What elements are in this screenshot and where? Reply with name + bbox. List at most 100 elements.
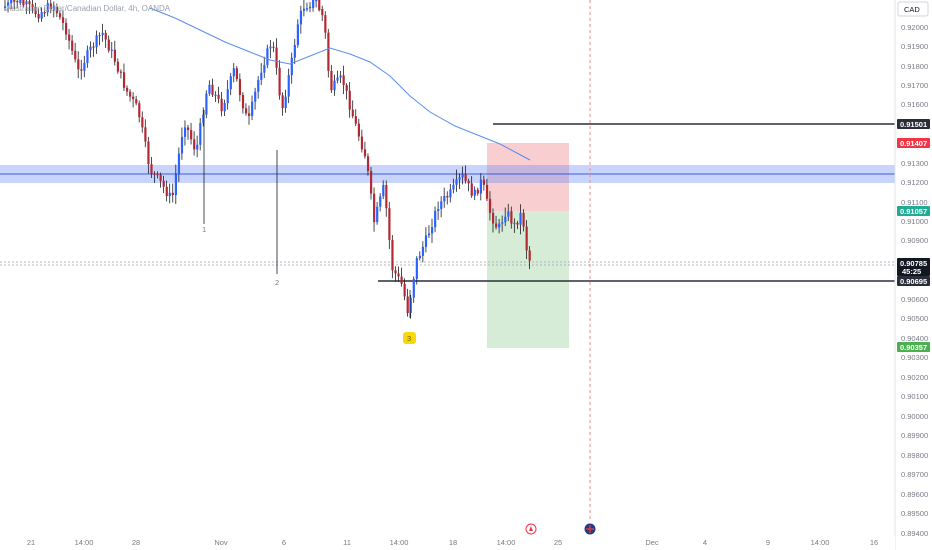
candle-body <box>495 223 498 228</box>
candle-body <box>165 186 168 197</box>
candle-body <box>260 72 263 80</box>
candle-body <box>434 210 437 228</box>
candle-body <box>205 93 208 115</box>
candle-body <box>272 46 275 48</box>
price-axis-label: 0.91900 <box>901 42 928 51</box>
candle-body <box>132 96 135 100</box>
candle-body <box>40 12 43 19</box>
candle-body <box>92 46 95 48</box>
candle-body <box>348 90 351 110</box>
candle-body <box>61 17 65 24</box>
reward-box[interactable] <box>487 211 569 348</box>
tag-resistance <box>897 119 930 129</box>
candle-body <box>251 101 254 116</box>
candle-body <box>37 13 40 19</box>
candle-body <box>415 258 418 279</box>
candle-body <box>226 89 229 104</box>
candle-body <box>52 6 55 10</box>
candle-body <box>138 103 141 118</box>
wave-label-2: 2 <box>275 278 279 287</box>
candle-body <box>129 91 132 97</box>
candle-body <box>315 0 318 2</box>
candle-body <box>248 113 251 116</box>
candle-body <box>476 189 479 194</box>
candle-body <box>193 139 196 150</box>
time-axis-label: 14:00 <box>390 538 409 547</box>
candle-body <box>482 179 486 185</box>
candle-body <box>55 6 59 14</box>
candle-body <box>144 127 147 142</box>
candle-body <box>25 1 28 5</box>
candle-body <box>357 123 360 137</box>
candle-body <box>141 117 144 128</box>
candle-body <box>452 184 455 190</box>
tag-support <box>897 276 930 286</box>
candle-body <box>379 196 382 207</box>
candles-group <box>4 0 531 319</box>
candle-body <box>333 80 336 91</box>
price-axis-label: 0.90400 <box>901 334 928 343</box>
candle-body <box>299 10 303 25</box>
time-axis[interactable] <box>0 536 895 550</box>
time-axis-label: 18 <box>449 538 457 547</box>
candle-body <box>43 12 46 14</box>
candle-body <box>150 164 153 174</box>
candle-body <box>116 61 120 72</box>
candle-body <box>119 71 123 73</box>
candle-body <box>199 123 202 145</box>
candle-body <box>162 180 165 187</box>
candle-body <box>284 96 287 109</box>
candle-body <box>318 0 321 11</box>
candle-body <box>16 1 19 3</box>
time-axis-ticks: 21 14:00 28 Nov 6 11 14:00 18 14:00 25 Dec 4 9 14:00 1… <box>27 538 878 547</box>
candle-body <box>107 39 110 51</box>
candle-body <box>437 208 440 211</box>
candle-body <box>394 270 397 274</box>
candle-body <box>208 84 211 94</box>
candle-body <box>528 250 531 261</box>
candle-body <box>122 72 126 88</box>
candle-body <box>95 35 98 48</box>
risk-box[interactable] <box>487 143 569 211</box>
time-axis-label: Dec <box>645 538 659 547</box>
wave-label-3-badge[interactable] <box>403 332 416 344</box>
candle-body <box>220 98 223 112</box>
candle-body <box>101 32 104 36</box>
currency-button[interactable] <box>897 1 929 17</box>
time-axis-label: Nov <box>214 538 228 547</box>
candle-body <box>388 208 391 240</box>
price-axis-label: 0.91000 <box>901 217 928 226</box>
candle-body <box>455 179 458 185</box>
candle-body <box>403 283 406 297</box>
candle-body <box>4 6 7 8</box>
tag-stop <box>897 138 930 148</box>
candle-body <box>83 62 86 71</box>
candle-body <box>257 79 260 92</box>
tag-target <box>897 342 930 352</box>
candle-body <box>305 8 309 10</box>
price-axis-label: 0.89700 <box>901 470 928 479</box>
candle-body <box>516 222 519 225</box>
candle-body <box>238 79 242 95</box>
price-axis-label: 0.89900 <box>901 431 928 440</box>
wave-label-1: 1 <box>202 225 206 234</box>
tag-countdown-text: 45:25 <box>902 267 921 276</box>
candle-body <box>168 192 171 197</box>
candle-body <box>427 233 431 236</box>
candle-body <box>266 48 269 66</box>
candle-body <box>373 193 376 223</box>
price-axis-label: 0.91300 <box>901 159 928 168</box>
candle-body <box>336 77 339 81</box>
time-axis-label: 4 <box>703 538 707 547</box>
candle-body <box>504 216 507 223</box>
candle-body <box>156 173 159 176</box>
candle-body <box>263 65 266 73</box>
candle-body <box>479 179 482 194</box>
price-axis-label: 0.90900 <box>901 236 928 245</box>
candle-body <box>385 185 388 209</box>
candle-body <box>49 3 52 10</box>
candle-body <box>400 276 403 284</box>
candle-body <box>68 34 71 41</box>
candle-body <box>235 68 238 80</box>
